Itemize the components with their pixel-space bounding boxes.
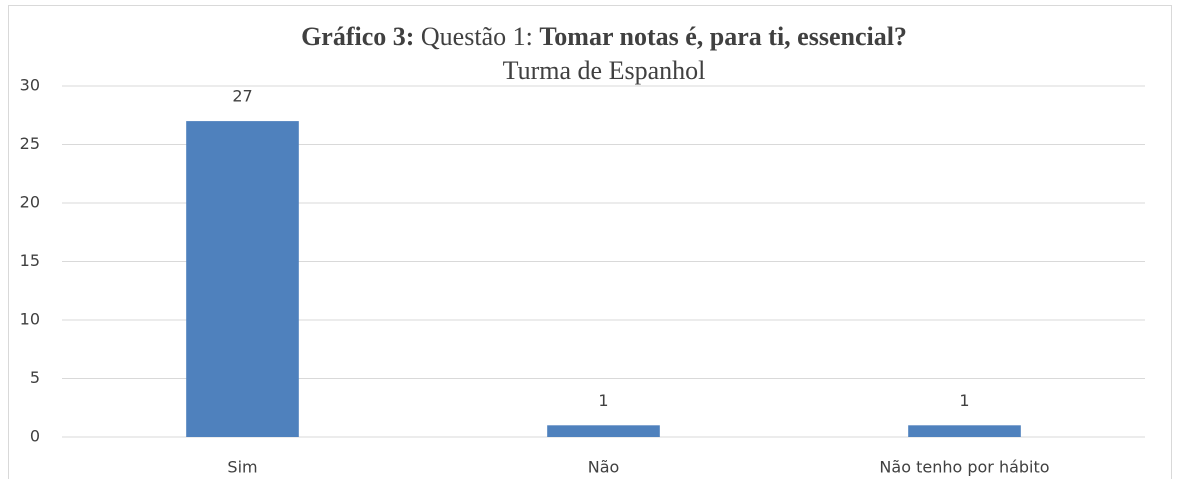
bar xyxy=(908,425,1021,437)
x-tick-label: Não xyxy=(588,458,620,477)
x-tick-label: Sim xyxy=(227,458,257,477)
chart-frame xyxy=(8,5,1172,479)
x-tick-label: Não tenho por hábito xyxy=(879,458,1049,477)
y-tick-label: 5 xyxy=(30,368,40,387)
bar xyxy=(186,121,299,437)
y-tick-label: 25 xyxy=(20,134,40,153)
data-label: 27 xyxy=(232,87,252,106)
title-part: Gráfico 3: xyxy=(301,22,414,51)
title-part: Tomar notas é, para ti, essencial? xyxy=(539,22,907,51)
title-part: Questão 1: xyxy=(421,22,533,51)
chart-subtitle: Turma de Espanhol xyxy=(503,56,706,85)
bar xyxy=(547,425,660,437)
data-label: 1 xyxy=(959,391,969,410)
y-tick-label: 20 xyxy=(20,193,40,212)
y-tick-label: 0 xyxy=(30,427,40,446)
y-tick-label: 10 xyxy=(20,310,40,329)
y-tick-label: 15 xyxy=(20,251,40,270)
chart-title: Gráfico 3: Questão 1: Tomar notas é, par… xyxy=(301,22,907,51)
data-label: 1 xyxy=(598,391,608,410)
y-tick-label: 30 xyxy=(20,76,40,95)
